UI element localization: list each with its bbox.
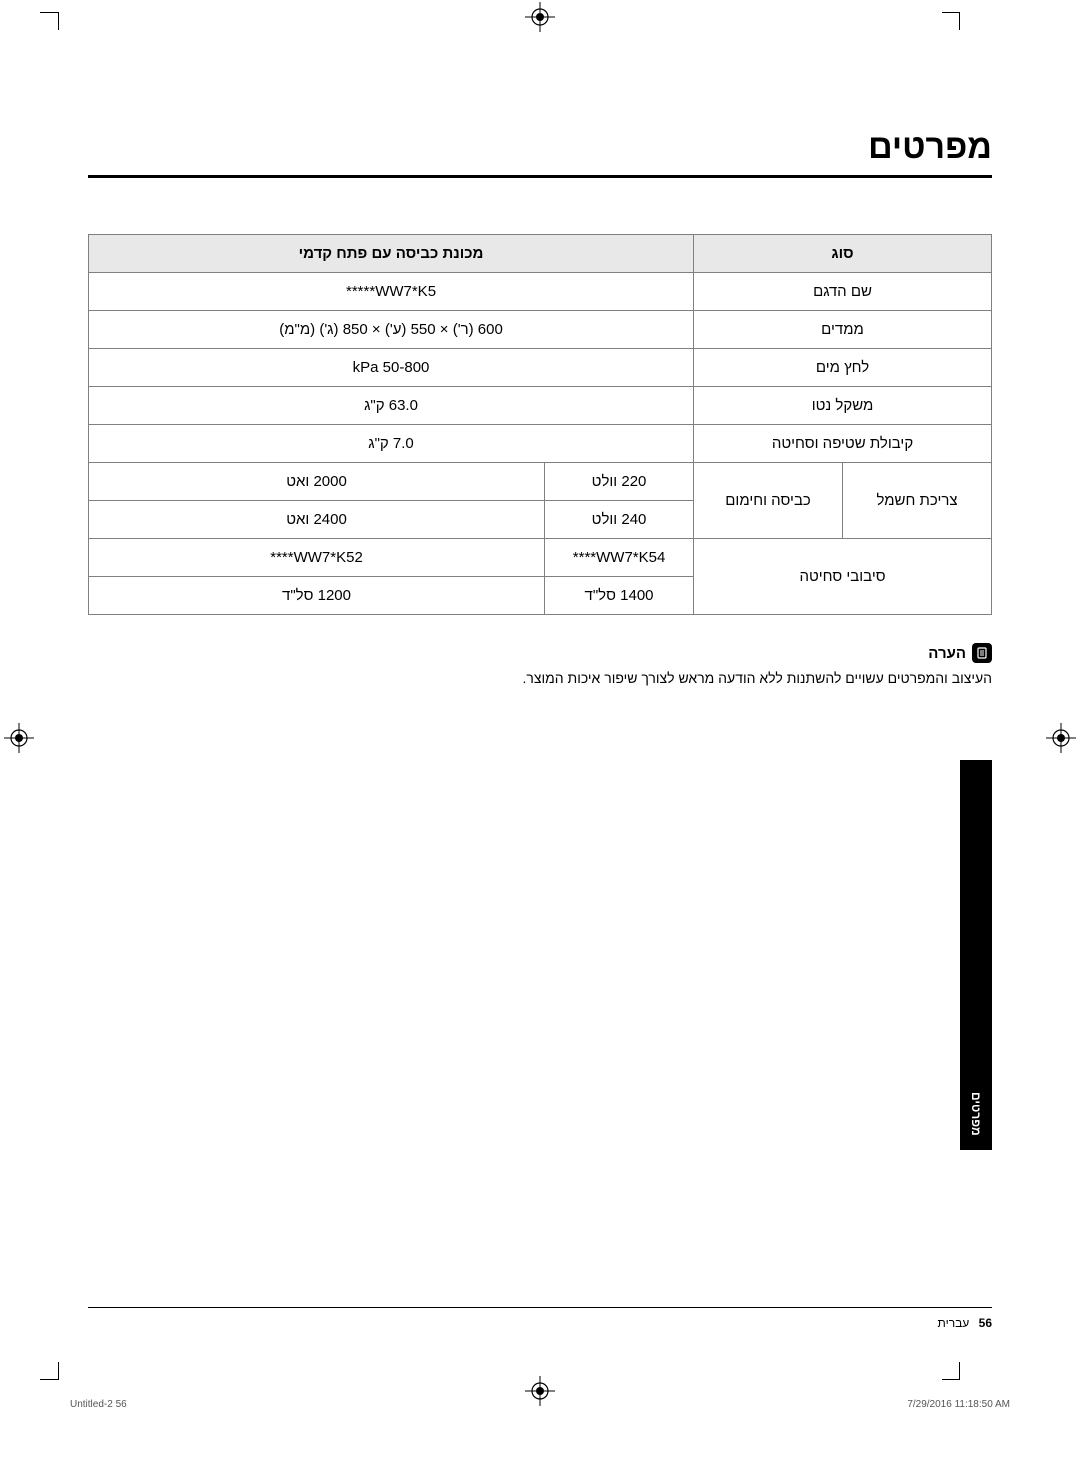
side-tab-label: מפרטים <box>969 1092 983 1136</box>
crop-mark <box>58 1362 59 1380</box>
spec-value: 63.0 ק"ג <box>89 387 694 425</box>
crop-mark <box>959 12 960 30</box>
crop-mark <box>40 12 58 13</box>
power-volts: 220 וולט <box>545 463 694 501</box>
spec-label: משקל נטו <box>694 387 992 425</box>
power-volts: 240 וולט <box>545 501 694 539</box>
power-group-label: צריכת חשמל <box>843 463 992 539</box>
spin-rpm: 1200 סל"ד <box>89 577 545 615</box>
table-row: סיבובי סחיטה WW7*K54**** WW7*K52**** <box>89 539 992 577</box>
table-row: קיבולת שטיפה וסחיטה 7.0 ק"ג <box>89 425 992 463</box>
note-icon <box>972 643 992 663</box>
crop-mark <box>959 1362 960 1380</box>
page-number: 56 <box>979 1316 992 1330</box>
table-row: משקל נטו 63.0 ק"ג <box>89 387 992 425</box>
spin-model: WW7*K54**** <box>545 539 694 577</box>
registration-mark-icon <box>525 2 555 32</box>
spec-value: 600 (ר') × 550 (ע') × 850 (ג') (מ"מ) <box>89 311 694 349</box>
print-info-right: 7/29/2016 11:18:50 AM <box>907 1399 1010 1410</box>
footer: 56 עברית <box>938 1316 992 1330</box>
side-tab: מפרטים <box>960 760 992 1150</box>
spec-label: קיבולת שטיפה וסחיטה <box>694 425 992 463</box>
spec-label: לחץ מים <box>694 349 992 387</box>
spin-label: סיבובי סחיטה <box>694 539 992 615</box>
page-title: מפרטים <box>88 128 992 178</box>
print-info-left: Untitled-2 56 <box>70 1399 127 1410</box>
table-row: צריכת חשמל כביסה וחימום 220 וולט 2000 וא… <box>89 463 992 501</box>
crop-mark <box>942 1379 960 1380</box>
header-type: סוג <box>694 235 992 273</box>
spin-rpm: 1400 סל"ד <box>545 577 694 615</box>
table-row: ממדים 600 (ר') × 550 (ע') × 850 (ג') (מ"… <box>89 311 992 349</box>
footer-rule <box>88 1307 992 1308</box>
power-sub-label: כביסה וחימום <box>694 463 843 539</box>
spin-model: WW7*K52**** <box>89 539 545 577</box>
registration-mark-icon <box>525 1376 555 1406</box>
spec-value: 7.0 ק"ג <box>89 425 694 463</box>
header-machine: מכונת כביסה עם פתח קדמי <box>89 235 694 273</box>
spec-value: 50-800 kPa <box>89 349 694 387</box>
note-text: העיצוב והמפרטים עשויים להשתנות ללא הודעה… <box>88 670 992 686</box>
crop-mark <box>40 1379 58 1380</box>
power-watts: 2400 ואט <box>89 501 545 539</box>
footer-lang: עברית <box>938 1316 970 1330</box>
specifications-table: סוג מכונת כביסה עם פתח קדמי שם הדגם WW7*… <box>88 234 992 615</box>
page-content: מפרטים סוג מכונת כביסה עם פתח קדמי שם הד… <box>88 60 992 1336</box>
note-section: הערה העיצוב והמפרטים עשויים להשתנות ללא … <box>88 643 992 686</box>
registration-mark-icon <box>1046 723 1076 753</box>
registration-mark-icon <box>4 723 34 753</box>
table-row: לחץ מים 50-800 kPa <box>89 349 992 387</box>
spec-label: שם הדגם <box>694 273 992 311</box>
table-row: שם הדגם WW7*K5***** <box>89 273 992 311</box>
spec-label: ממדים <box>694 311 992 349</box>
spec-value: WW7*K5***** <box>89 273 694 311</box>
note-heading: הערה <box>928 645 966 662</box>
crop-mark <box>942 12 960 13</box>
table-header-row: סוג מכונת כביסה עם פתח קדמי <box>89 235 992 273</box>
power-watts: 2000 ואט <box>89 463 545 501</box>
crop-mark <box>58 12 59 30</box>
